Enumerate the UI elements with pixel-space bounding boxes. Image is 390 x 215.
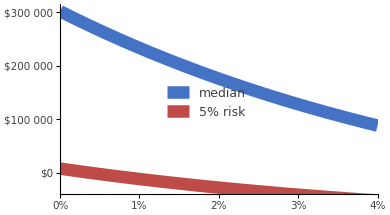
Legend: median, 5% risk: median, 5% risk	[161, 82, 251, 124]
median	[59, 11, 64, 13]
median	[58, 10, 62, 12]
5% risk	[325, 196, 330, 198]
5% risk	[252, 190, 257, 192]
5% risk	[246, 189, 250, 192]
median	[246, 87, 250, 90]
median	[325, 111, 330, 114]
median	[375, 124, 380, 127]
Line: 5% risk: 5% risk	[60, 169, 378, 201]
5% risk	[247, 189, 252, 192]
median	[346, 117, 350, 119]
median	[252, 89, 257, 92]
median	[247, 88, 252, 90]
5% risk	[58, 167, 62, 170]
5% risk	[346, 197, 350, 200]
5% risk	[59, 167, 64, 170]
Line: median: median	[60, 11, 378, 126]
5% risk	[375, 199, 380, 202]
